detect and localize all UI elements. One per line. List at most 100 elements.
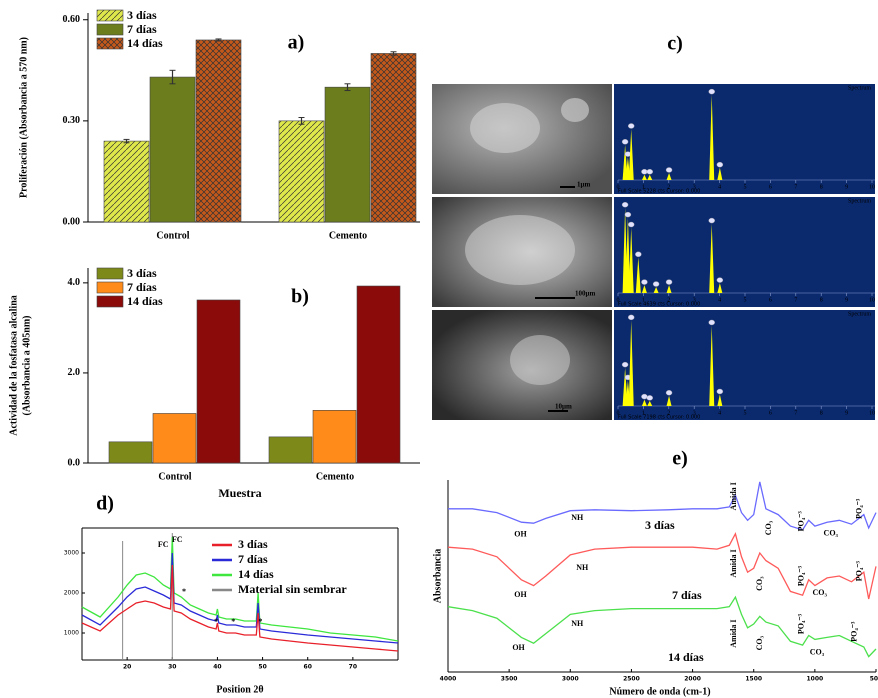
- legend-swatch: [97, 296, 123, 307]
- bar: [104, 141, 149, 222]
- peak-marker: [666, 280, 672, 285]
- sem-texture: [561, 98, 589, 122]
- annotation: CO₃: [824, 529, 839, 538]
- annotation: NH: [576, 563, 589, 572]
- annotation: CO₃: [755, 635, 764, 650]
- x-tick-label: 8: [820, 297, 823, 303]
- annotation: *: [214, 617, 218, 626]
- peak-marker: [666, 167, 672, 172]
- spectrum-footer: Full Scale 5228 cts Cursor: 0.000: [618, 189, 700, 195]
- x-tick-label: 5: [744, 184, 747, 190]
- legend-label: 7 días: [127, 280, 157, 294]
- x-tick-label: 30: [168, 664, 176, 671]
- bar: [153, 413, 196, 463]
- peak-marker: [709, 320, 715, 325]
- peak-marker: [625, 212, 631, 217]
- x-tick-label: 7: [794, 410, 797, 416]
- panel-label: b): [291, 286, 309, 308]
- x-tick-label: 4000: [440, 676, 457, 683]
- peak-marker: [641, 169, 647, 174]
- x-tick-label: 7: [794, 184, 797, 190]
- bar: [357, 286, 400, 463]
- scale-label: 10μm: [555, 403, 572, 411]
- scale-label: 1μm: [577, 181, 590, 189]
- peak-marker: [628, 123, 634, 128]
- legend-swatch: [97, 38, 123, 49]
- legend-label: Spectrum: [848, 198, 871, 204]
- sem-images: 1μm 100μm 10μm: [432, 84, 612, 420]
- peak-marker: [622, 202, 628, 207]
- panel-label: a): [288, 32, 305, 54]
- x-tick-label: 50: [258, 664, 266, 671]
- annotation: OH: [512, 643, 525, 652]
- annotation: OH: [514, 590, 527, 599]
- annotation: PO₄⁻³: [797, 511, 806, 532]
- x-tick-label: 8: [820, 184, 823, 190]
- panel-label: e): [672, 448, 688, 470]
- peak-marker: [709, 89, 715, 94]
- legend-label: 7 días: [238, 552, 268, 566]
- x-tick-label: 9: [845, 297, 848, 303]
- legend-label: 3 días: [127, 8, 157, 22]
- x-tick-label: Control: [156, 230, 189, 241]
- y-axis-label: (Absorbancia a 405nm): [21, 315, 32, 415]
- bar: [313, 410, 356, 463]
- peak-marker: [717, 389, 723, 394]
- legend-label: Spectrum: [848, 85, 871, 91]
- panel-label: c): [667, 33, 683, 55]
- x-axis-label: Número de onda (cm-1): [609, 686, 710, 697]
- bar: [197, 300, 240, 463]
- annotation: PO₄⁻³: [797, 613, 806, 634]
- bar: [269, 437, 312, 463]
- legend-label: Material sin sembrar: [238, 582, 347, 596]
- x-tick-label: 2500: [623, 676, 640, 683]
- annotation: NH: [571, 513, 584, 522]
- annotation: Amida I: [729, 482, 738, 510]
- series-label: 3 días: [645, 518, 675, 532]
- x-tick-label: 60: [304, 664, 312, 671]
- y-tick-label: 0.60: [63, 14, 81, 25]
- scale-label: 100μm: [575, 290, 595, 298]
- x-tick-label: 2000: [684, 676, 701, 683]
- x-tick-label: 5: [744, 297, 747, 303]
- x-tick-label: 20: [123, 664, 131, 671]
- spectrum-footer: Full Scale 4639 cts Cursor: 0.000: [618, 302, 700, 308]
- legend-label: 14 días: [127, 36, 163, 50]
- annotation: CO₃: [813, 588, 828, 597]
- x-tick-label: 6: [769, 184, 772, 190]
- series-label: 7 días: [672, 588, 702, 602]
- peak-marker: [717, 278, 723, 283]
- y-tick-label: 0.00: [63, 216, 81, 227]
- annotation: PO₄⁻³: [854, 498, 863, 519]
- figure: 1μm 100μm 10μm c) 0.000.300.60ControlCem…: [0, 0, 878, 698]
- x-tick-label: 500: [870, 676, 878, 683]
- spectrum-footer: Full Scale 7198 cts Cursor: 0.000: [618, 415, 700, 421]
- legend-label: 3 días: [238, 537, 268, 551]
- sem-texture: [510, 335, 570, 385]
- x-tick-label: Cemento: [329, 230, 367, 241]
- x-tick-label: 10: [869, 410, 875, 416]
- peak-marker: [653, 282, 659, 287]
- x-tick-label: 9: [845, 184, 848, 190]
- annotation: FC: [158, 540, 169, 549]
- x-tick-label: 6: [769, 297, 772, 303]
- x-tick-label: 5: [744, 410, 747, 416]
- legend-swatch: [97, 282, 123, 293]
- x-tick-label: 1500: [745, 676, 762, 683]
- sem-texture: [465, 215, 575, 285]
- x-tick-label: 7: [794, 297, 797, 303]
- legend-swatch: [97, 10, 123, 21]
- annotation: *: [231, 617, 235, 626]
- y-tick-label: 2000: [64, 590, 79, 597]
- x-tick-label: 6: [769, 410, 772, 416]
- x-tick-label: 4: [718, 297, 721, 303]
- x-tick-label: 9: [845, 410, 848, 416]
- peak-marker: [628, 315, 634, 320]
- x-tick-label: Cemento: [316, 471, 354, 482]
- annotation: CO₃: [810, 648, 825, 657]
- peak-marker: [635, 252, 641, 257]
- peak-marker: [717, 162, 723, 167]
- bar: [196, 40, 241, 222]
- legend-swatch: [97, 268, 123, 279]
- spectrum-background: [614, 310, 875, 420]
